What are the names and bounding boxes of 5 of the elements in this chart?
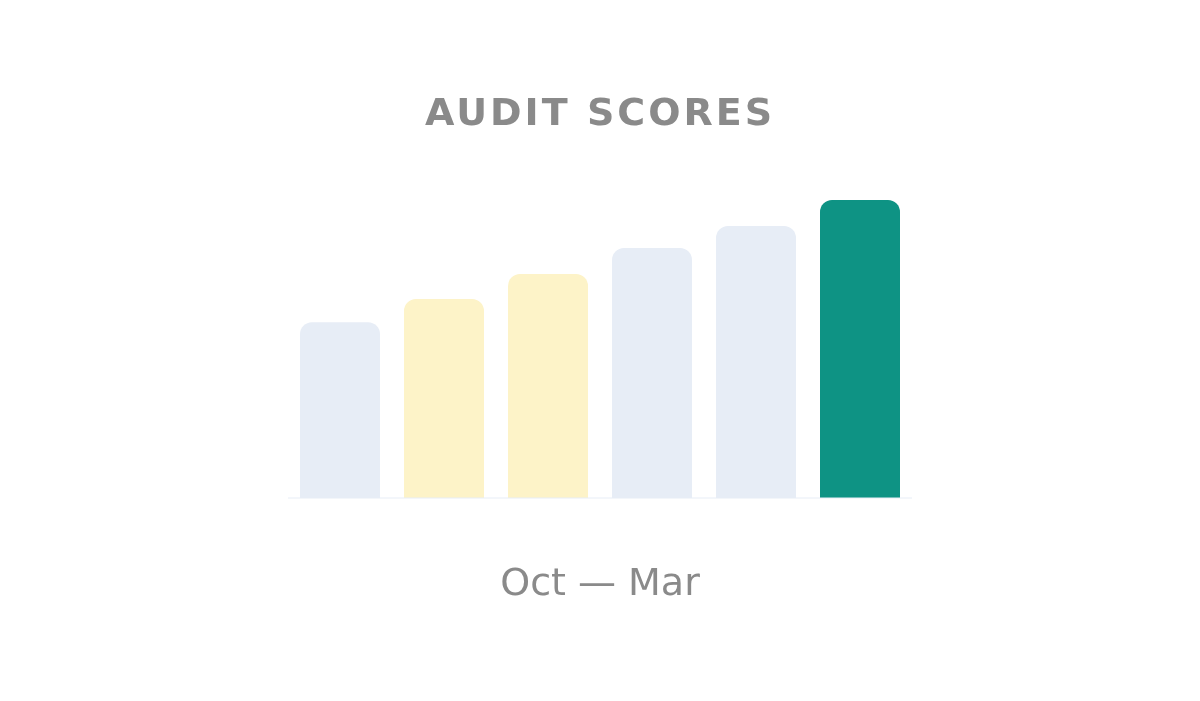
bar — [404, 298, 484, 498]
bar — [508, 273, 588, 498]
chart-title: AUDIT SCORES — [423, 90, 777, 134]
x-axis-title: Oct — Mar — [500, 559, 701, 604]
bar — [820, 200, 900, 498]
